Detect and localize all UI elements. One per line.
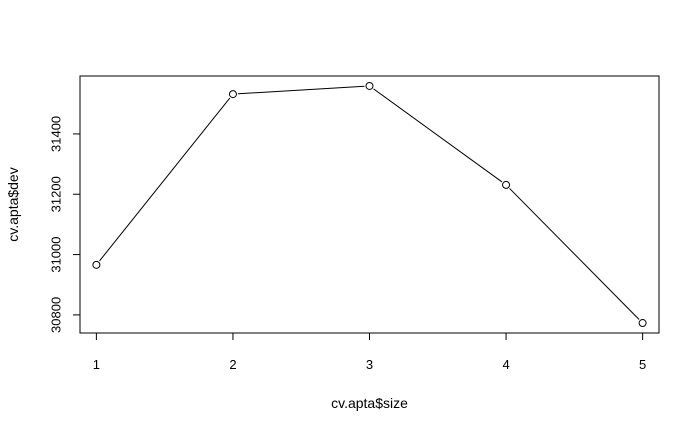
y-tick-label: 31200 bbox=[49, 176, 64, 212]
series-line-segment bbox=[237, 85, 365, 95]
x-tick-label: 1 bbox=[93, 357, 100, 372]
series-line-segment bbox=[99, 97, 231, 262]
data-point bbox=[638, 319, 647, 328]
data-point bbox=[502, 180, 511, 189]
y-axis-label: cv.apta$dev bbox=[5, 167, 21, 241]
y-tick-label: 31000 bbox=[49, 236, 64, 272]
series-line-segment bbox=[373, 88, 503, 183]
data-point bbox=[228, 90, 237, 99]
y-tick-label: 31400 bbox=[49, 116, 64, 152]
x-tick-label: 4 bbox=[502, 357, 509, 372]
plot-frame bbox=[79, 75, 660, 334]
x-tick-label: 3 bbox=[366, 357, 373, 372]
x-axis-label: cv.apta$size bbox=[331, 395, 408, 411]
series-group bbox=[92, 81, 647, 328]
y-axis: 30800 31000 31200 31400 bbox=[49, 116, 81, 333]
series-line-segment bbox=[509, 188, 640, 320]
x-tick-label: 5 bbox=[639, 357, 646, 372]
x-axis: 1 2 3 4 5 bbox=[93, 332, 646, 372]
data-point bbox=[92, 260, 101, 269]
data-point bbox=[365, 81, 374, 90]
x-tick-label: 2 bbox=[229, 357, 236, 372]
y-tick-label: 30800 bbox=[49, 297, 64, 333]
